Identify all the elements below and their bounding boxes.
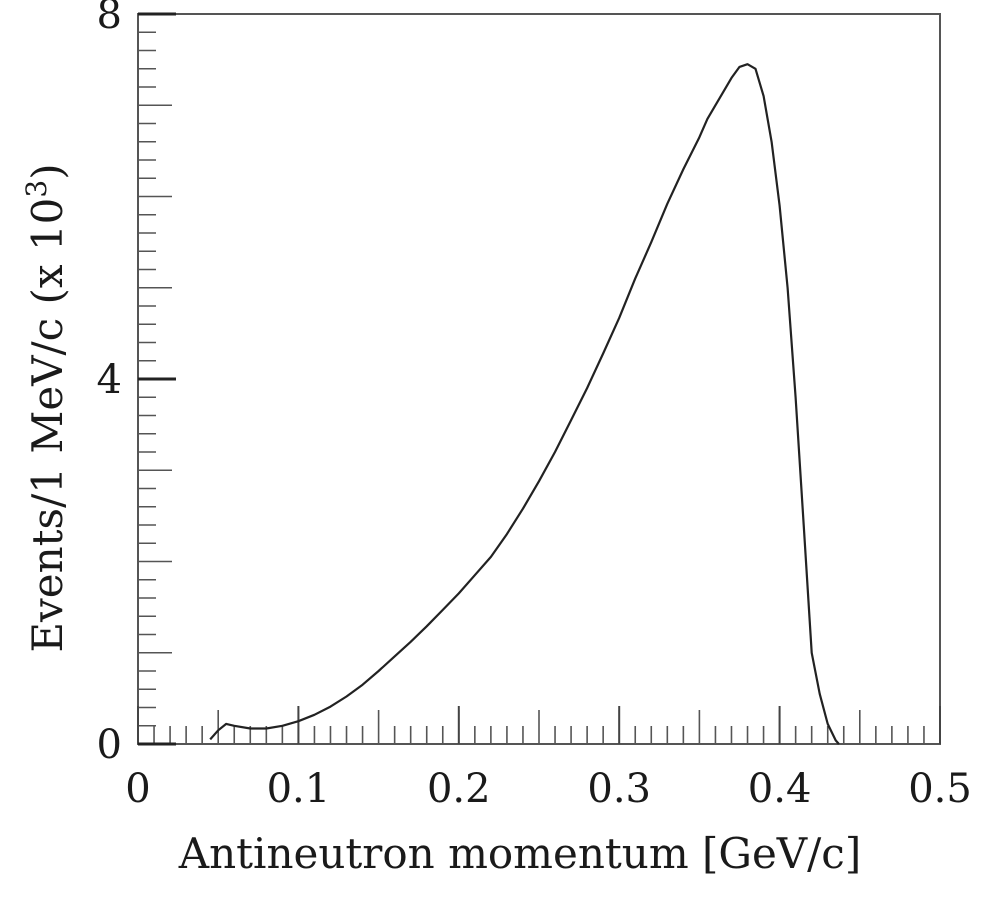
x-tick-label: 0.3 [587,766,651,812]
x-tick-label: 0.2 [427,766,491,812]
x-tick-label: 0 [125,766,150,812]
major-ticks [137,12,941,746]
plot-frame [137,13,941,745]
y-axis-label-close: ) [23,163,72,179]
x-tick-labels: 0 0.1 0.2 0.3 0.4 0.5 [125,766,972,812]
y-tick-label: 4 [97,357,122,403]
minor-ticks [138,31,925,744]
x-tick-label: 0.1 [267,766,331,812]
y-tick-label: 8 [97,0,122,38]
y-axis-label: Events/1 MeV/c (x 103) [20,163,72,652]
y-axis-label-main: Events/1 MeV/c (x 10 [23,198,72,653]
y-tick-labels: 0 4 8 [97,0,122,768]
y-axis-label-exponent: 3 [20,180,53,198]
x-tick-label: 0.4 [748,766,812,812]
x-tick-label: 0.5 [908,766,972,812]
y-tick-label: 0 [97,722,122,768]
x-axis-label: Antineutron momentum [GeV/c] [178,829,861,878]
momentum-distribution-curve [209,63,840,745]
